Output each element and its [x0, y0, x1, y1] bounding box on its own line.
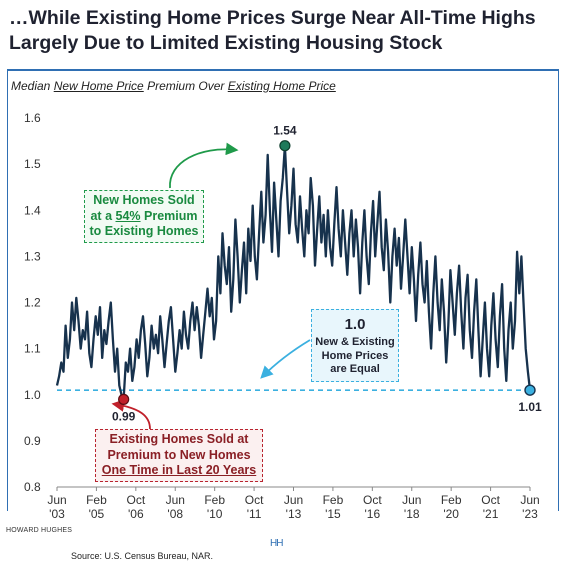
x-tick-label-1-year: '05 — [89, 507, 105, 520]
y-tick-label-6: 1.4 — [24, 203, 41, 217]
x-tick-label-2-year: '06 — [128, 507, 144, 520]
green-arrow — [169, 142, 239, 189]
y-tick-label-3: 1.1 — [24, 342, 41, 356]
blue-callout-line-2: Home Prices — [321, 349, 389, 362]
red-callout-line-3: One Time in Last 20 Years — [101, 463, 257, 477]
x-tick-label-8-year: '16 — [365, 507, 381, 520]
x-tick-label-9-year: '18 — [404, 507, 420, 520]
new-homes-premium-callout: New Homes Sold at a 54% Premium to Exist… — [84, 190, 204, 243]
x-tick-label-4-year: '10 — [207, 507, 223, 520]
end-marker — [524, 384, 536, 396]
existing-homes-premium-callout: Existing Homes Sold at Premium to New Ho… — [95, 429, 263, 482]
series-line — [55, 144, 532, 401]
y-tick-label-2: 1.0 — [24, 388, 41, 402]
subtitle-series-a: New Home Price — [53, 79, 144, 93]
low-value-label: 0.99 — [112, 409, 136, 423]
x-tick-label-10-month: Feb — [441, 493, 462, 507]
x-tick-label-12-year: '23 — [522, 507, 538, 520]
x-tick-label-3-month: Jun — [166, 493, 185, 507]
y-tick-label-1: 0.9 — [24, 434, 41, 448]
frame-right-border — [558, 69, 559, 511]
end-value-label: 1.01 — [518, 400, 542, 414]
blue-callout-line-1: New & Existing — [315, 336, 395, 348]
x-tick-label-12-month: Jun — [520, 493, 539, 507]
green-callout-pre: at a — [90, 208, 116, 223]
x-tick-label-6-month: Jun — [284, 493, 303, 507]
x-tick-label-10-year: '20 — [443, 507, 459, 520]
red-callout-line-1: Existing Homes Sold at — [109, 432, 249, 446]
x-tick-label-5-year: '11 — [247, 507, 262, 520]
x-tick-label-6-year: '13 — [286, 507, 302, 520]
title-divider — [7, 69, 559, 71]
green-callout-line-3: to Existing Homes — [89, 224, 199, 238]
chart-title: …While Existing Home Prices Surge Near A… — [9, 6, 559, 56]
y-tick-label-4: 1.2 — [24, 296, 41, 310]
x-tick-label-11-year: '21 — [483, 507, 499, 520]
brand-logo-icon: HH — [270, 538, 283, 549]
subtitle-middle: Premium Over — [143, 79, 228, 93]
red-arrow — [111, 399, 151, 430]
x-axis-ticks: Jun'03Feb'05Oct'06Jun'08Feb'10Oct'11Jun'… — [47, 487, 540, 520]
highlight-markers — [118, 140, 536, 405]
subtitle-series-b: Existing Home Price — [227, 79, 336, 93]
green-callout-percent: 54% — [115, 208, 141, 223]
x-tick-label-11-month: Oct — [481, 493, 500, 507]
red-callout-line-2: Premium to New Homes — [107, 447, 251, 462]
blue-arrow — [260, 339, 311, 379]
blue-callout-value: 1.0 — [344, 316, 366, 333]
y-tick-label-7: 1.5 — [24, 157, 41, 171]
x-tick-label-1-month: Feb — [86, 493, 107, 507]
x-tick-label-3-year: '08 — [167, 507, 183, 520]
y-tick-label-0: 0.8 — [24, 480, 41, 494]
subtitle-prefix: Median — [11, 79, 54, 93]
green-callout-line-1: New Homes Sold — [93, 193, 195, 207]
y-tick-label-5: 1.3 — [24, 249, 41, 263]
equal-prices-callout: 1.0 New & Existing Home Prices are Equal — [311, 309, 399, 382]
blue-callout-line-3: are Equal — [330, 363, 380, 375]
x-tick-label-9-month: Jun — [402, 493, 421, 507]
y-tick-label-8: 1.6 — [24, 111, 41, 125]
x-tick-label-5-month: Oct — [245, 493, 264, 507]
brand-name: HOWARD HUGHES — [6, 527, 73, 534]
x-tick-label-7-month: Feb — [323, 493, 344, 507]
source-note: Source: U.S. Census Bureau, NAR. — [71, 551, 214, 561]
y-axis-ticks: 0.8 0.9 1.0 1.1 1.2 1.3 1.4 1.5 1.6 — [24, 111, 41, 494]
chart-title-line-1: …While Existing Home Prices Surge Near A… — [9, 7, 536, 29]
x-tick-label-0-month: Jun — [47, 493, 66, 507]
x-tick-label-8-month: Oct — [363, 493, 382, 507]
line-chart: 0.80.91.01.11.21.31.41.51.6 Jun'03Feb'05… — [24, 111, 542, 520]
chart-title-line-2: Largely Due to Limited Existing Housing … — [9, 32, 443, 54]
green-callout-line-2: at a 54% Premium — [85, 209, 203, 225]
frame-left-border — [7, 69, 8, 511]
x-tick-label-2-month: Oct — [126, 493, 145, 507]
x-tick-label-4-month: Feb — [204, 493, 225, 507]
x-tick-label-0-year: '03 — [49, 507, 65, 520]
low-marker — [118, 393, 130, 405]
peak-marker — [279, 140, 291, 152]
chart-subtitle: Median New Home Price Premium Over Exist… — [11, 79, 336, 93]
x-tick-label-7-year: '15 — [325, 507, 341, 520]
green-callout-post: Premium — [140, 208, 198, 223]
peak-value-label: 1.54 — [273, 124, 297, 138]
